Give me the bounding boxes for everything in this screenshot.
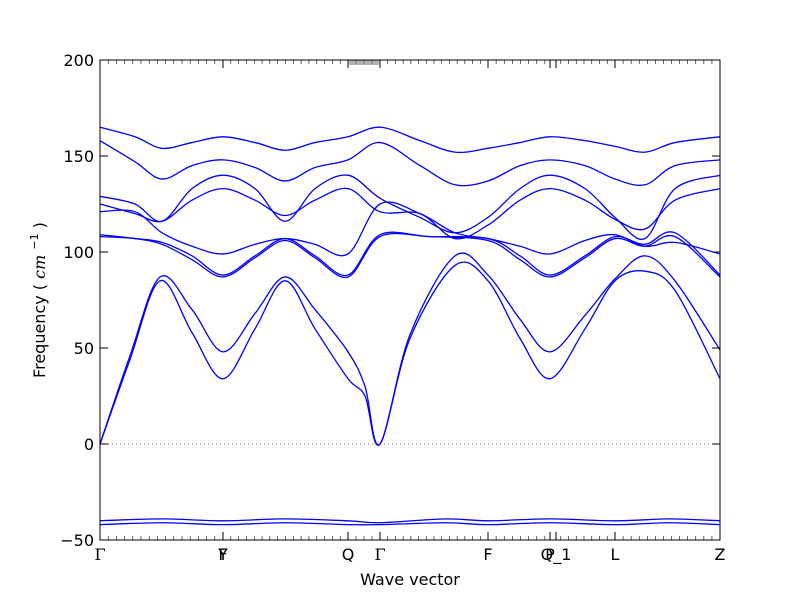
x-axis-label: Wave vector <box>360 570 460 589</box>
x-tick-label: Γ <box>374 545 385 564</box>
band-line-10 <box>99 140 721 187</box>
band-line-9 <box>99 174 721 241</box>
band-line-7 <box>99 201 721 257</box>
x-tick-label: Γ <box>94 545 105 564</box>
band-line-11 <box>99 126 721 154</box>
x-tick-label: P <box>545 545 555 564</box>
y-axis-label-exp: −1 <box>28 233 41 249</box>
y-tick-label: 0 <box>84 435 94 454</box>
y-axis-label-unit: cm <box>30 255 49 279</box>
y-tick-label: 50 <box>74 339 94 358</box>
y-tick-label: −50 <box>60 531 94 550</box>
x-tick-label: F <box>218 545 227 564</box>
band-lines <box>99 126 721 526</box>
band-line-4 <box>99 252 721 446</box>
y-axis-label: Frequency ( cm −1 ) <box>23 222 49 378</box>
x-tick-label: F <box>483 545 492 564</box>
y-tick-label: 150 <box>63 147 94 166</box>
x-tick-label: Q_1 <box>541 545 572 565</box>
band-line-8 <box>99 187 721 240</box>
x-tick-label: L <box>611 545 620 564</box>
band-line-2 <box>99 518 721 524</box>
y-axis-label-text: Frequency <box>30 295 49 378</box>
x-tick-label: Z <box>715 545 726 564</box>
band-line-5 <box>99 232 721 279</box>
y-axis-label-open: ( <box>30 284 49 290</box>
band-line-1 <box>99 522 721 526</box>
x-ticks: Γ YF Q Γ F PQ_1 L Z <box>94 60 726 565</box>
minor-ticks <box>107 60 713 540</box>
y-tick-label: 100 <box>63 243 94 262</box>
x-tick-label: Y <box>217 545 228 564</box>
plot-area <box>100 60 720 540</box>
x-tick-label: Q <box>342 545 355 564</box>
y-ticks: −50 0 50 100 150 200 <box>60 51 720 550</box>
plot-frame <box>99 59 721 541</box>
band-line-6 <box>99 231 721 277</box>
y-axis-label-close: ) <box>30 222 49 228</box>
y-tick-label: 200 <box>63 51 94 70</box>
